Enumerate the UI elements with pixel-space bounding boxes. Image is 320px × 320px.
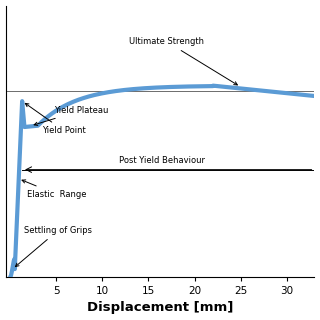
Text: Yield Point: Yield Point	[25, 103, 86, 135]
X-axis label: Displacement [mm]: Displacement [mm]	[87, 301, 233, 315]
Text: Yield Plateau: Yield Plateau	[34, 106, 109, 125]
Text: Post Yield Behaviour: Post Yield Behaviour	[119, 156, 205, 165]
Text: Elastic  Range: Elastic Range	[22, 180, 86, 199]
Text: Ultimate Strength: Ultimate Strength	[129, 37, 237, 85]
Text: Settling of Grips: Settling of Grips	[15, 226, 92, 267]
